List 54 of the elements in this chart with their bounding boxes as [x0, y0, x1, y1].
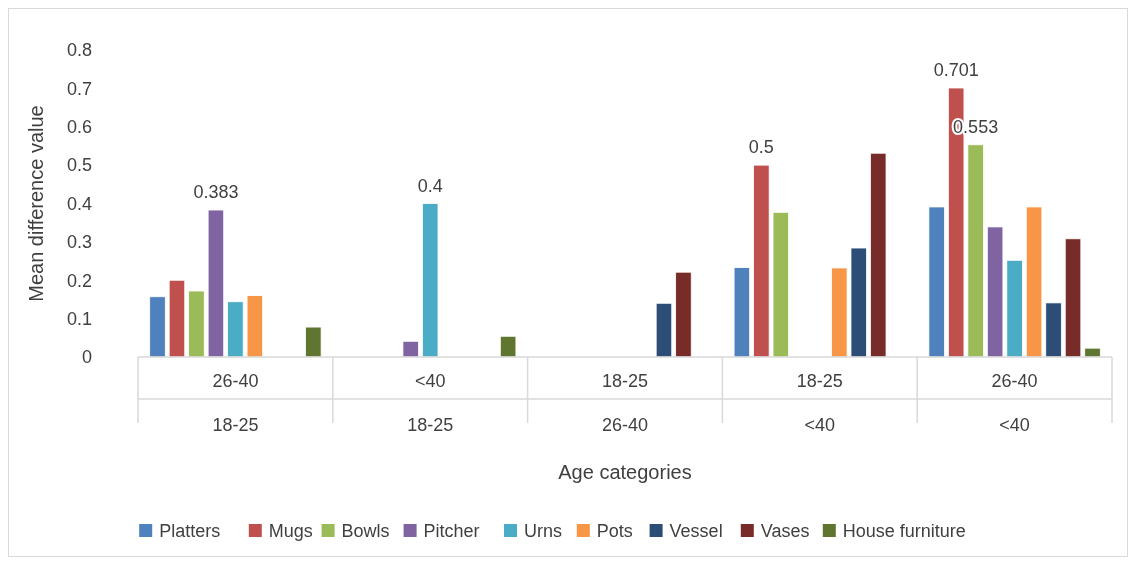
- bar: [850, 247, 867, 358]
- bar: [499, 335, 517, 358]
- legend-label: Vessel: [669, 521, 723, 542]
- bar: [753, 164, 770, 358]
- bar: [422, 203, 439, 358]
- category-label: 26-40 <40: [991, 371, 1038, 435]
- bar: [1045, 302, 1062, 358]
- bar: [168, 279, 186, 358]
- bar: [188, 290, 205, 358]
- legend-label: Pitcher: [423, 521, 480, 542]
- bar: [733, 267, 751, 358]
- legend-label: Pots: [596, 521, 633, 542]
- legend-label: Urns: [524, 521, 563, 542]
- legend-label: Vases: [760, 521, 810, 542]
- y-tick-label: 0.5: [66, 155, 92, 176]
- bar: [986, 226, 1004, 358]
- bar: [831, 267, 848, 358]
- y-tick-label: 0.4: [66, 193, 92, 214]
- y-tick-label: 0: [81, 347, 92, 368]
- y-axis-title: Mean difference value: [25, 105, 47, 302]
- bar: [149, 296, 166, 358]
- bar: [675, 271, 692, 358]
- bar: [1006, 259, 1023, 358]
- y-tick-label: 0.2: [66, 270, 92, 291]
- bar: [870, 152, 887, 358]
- bar: [305, 326, 322, 358]
- category-label: 26-40 18-25: [212, 371, 259, 435]
- bar: [227, 301, 244, 358]
- y-tick-label: 0.3: [66, 232, 92, 253]
- legend-label: Platters: [159, 521, 221, 542]
- y-tick-label: 0.6: [66, 117, 92, 138]
- y-tick-label: 0.8: [66, 40, 92, 61]
- bar: [207, 209, 225, 358]
- bar: [655, 302, 673, 358]
- bar: [1064, 238, 1082, 358]
- bar: [1025, 206, 1043, 358]
- y-tick-label: 0.7: [66, 78, 92, 99]
- data-label: 0.701: [933, 59, 979, 80]
- data-label: 0.4: [417, 175, 443, 196]
- data-label: 0.5: [748, 137, 774, 158]
- legend-label: Mugs: [268, 521, 313, 542]
- x-axis-title: Age categories: [558, 461, 692, 483]
- legend-label: House furniture: [842, 521, 966, 542]
- bar: [246, 295, 264, 358]
- bar: [772, 211, 790, 358]
- data-label: 0.383: [193, 182, 239, 203]
- y-tick-label: 0.1: [66, 308, 92, 329]
- bar: [967, 144, 984, 358]
- bar: [402, 340, 419, 358]
- legend-label: Bowls: [341, 521, 390, 542]
- category-label: <40 18-25: [407, 371, 454, 435]
- category-label: 18-25 26-40: [601, 371, 649, 435]
- bar: [928, 206, 945, 358]
- category-label: 18-25 <40: [796, 371, 843, 435]
